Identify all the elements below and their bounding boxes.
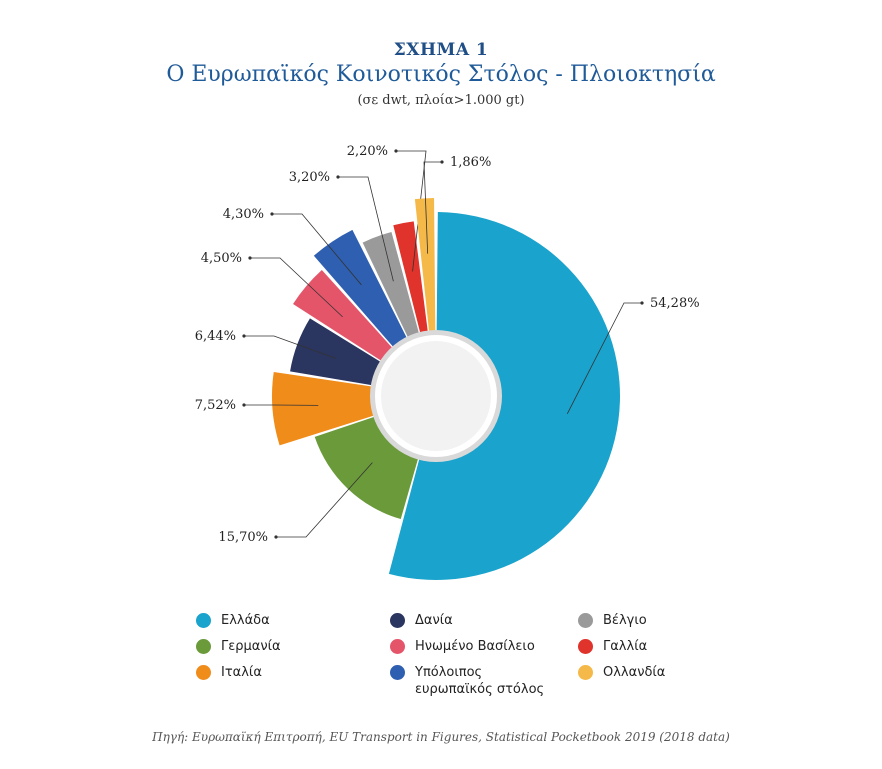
legend-item: Ελλάδα xyxy=(196,612,270,629)
legend-item: Δανία xyxy=(390,612,453,629)
slice-value-label: 7,52% xyxy=(195,398,236,413)
legend-label: Ελλάδα xyxy=(221,613,270,628)
donut-slice xyxy=(272,371,387,446)
figure-label: ΣΧΗΜΑ 1 xyxy=(393,40,489,60)
legend-item: Υπόλοιπος ευρωπαϊκός στόλος xyxy=(390,664,560,698)
legend-swatch xyxy=(390,639,405,654)
legend-label: Γαλλία xyxy=(603,639,648,654)
legend-item: Ιταλία xyxy=(196,664,262,681)
legend-swatch xyxy=(196,665,211,680)
legend-swatch xyxy=(578,613,593,628)
leader-dot xyxy=(248,256,252,260)
leader-dot xyxy=(440,160,444,164)
donut-slice xyxy=(388,212,620,580)
leader-line xyxy=(244,335,337,359)
legend-label: Ηνωμένο Βασίλειο xyxy=(415,639,535,654)
leader-dot xyxy=(640,301,644,305)
legend-item: Ολλανδία xyxy=(578,664,665,681)
donut-slice xyxy=(414,198,436,345)
leader-line xyxy=(566,302,642,414)
leader-dot xyxy=(394,149,398,153)
slice-value-label: 4,30% xyxy=(223,207,264,222)
chart-title: Ο Ευρωπαϊκός Κοινοτικός Στόλος - Πλοιοκτ… xyxy=(166,62,716,87)
slice-value-label: 1,86% xyxy=(450,155,491,170)
donut-slice xyxy=(362,231,423,350)
slice-value-label: 4,50% xyxy=(201,251,242,266)
legend-label: Ολλανδία xyxy=(603,665,666,680)
legend-label: Βέλγιο xyxy=(603,613,647,628)
legend-swatch xyxy=(578,665,593,680)
legend-item: Γαλλία xyxy=(578,638,647,655)
slice-value-label: 15,70% xyxy=(218,530,268,545)
leader-line xyxy=(250,257,343,318)
leader-line xyxy=(276,462,373,538)
legend-swatch xyxy=(390,613,405,628)
legend-item: Βέλγιο xyxy=(578,612,647,629)
donut-chart: 54,28% 15,70% 7,52% 6,44% 4,50% 4,30% 3,20% 2,2… xyxy=(195,144,700,580)
source-note: Πηγή: Ευρωπαϊκή Επιτροπή, EU Transport i… xyxy=(152,730,730,744)
legend-label: Υπόλοιπος ευρωπαϊκός στόλος xyxy=(415,665,545,697)
chart-legend: Ελλάδα Δανία Βέλγιο Γερμανία Ηνωμένο Βασ… xyxy=(196,612,716,702)
donut-hole xyxy=(375,335,497,457)
donut-slice xyxy=(290,318,392,388)
leader-dot xyxy=(270,212,274,216)
slice-value-label: 3,20% xyxy=(289,170,330,185)
slice-value-label: 54,28% xyxy=(650,296,700,311)
leader-dot xyxy=(274,535,278,539)
legend-swatch xyxy=(196,639,211,654)
legend-label: Ιταλία xyxy=(221,665,262,680)
legend-swatch xyxy=(578,639,593,654)
slice-value-label: 2,20% xyxy=(347,144,388,159)
legend-swatch xyxy=(390,665,405,680)
leader-line xyxy=(338,176,394,282)
leader-line xyxy=(396,150,427,272)
leader-line xyxy=(423,161,442,254)
slice-value-label: 6,44% xyxy=(195,329,236,344)
legend-item: Ηνωμένο Βασίλειο xyxy=(390,638,535,655)
leader-dot xyxy=(336,175,340,179)
chart-subtitle: (σε dwt, πλοία>1.000 gt) xyxy=(357,93,525,108)
legend-item: Γερμανία xyxy=(196,638,281,655)
donut-slice xyxy=(393,221,430,346)
leader-dot xyxy=(242,403,246,407)
leader-dot xyxy=(242,334,246,338)
legend-label: Δανία xyxy=(415,613,453,628)
legend-label: Γερμανία xyxy=(221,639,281,654)
leader-line xyxy=(272,213,362,286)
donut-slice xyxy=(313,229,413,357)
donut-slice xyxy=(293,270,402,368)
legend-swatch xyxy=(196,613,211,628)
